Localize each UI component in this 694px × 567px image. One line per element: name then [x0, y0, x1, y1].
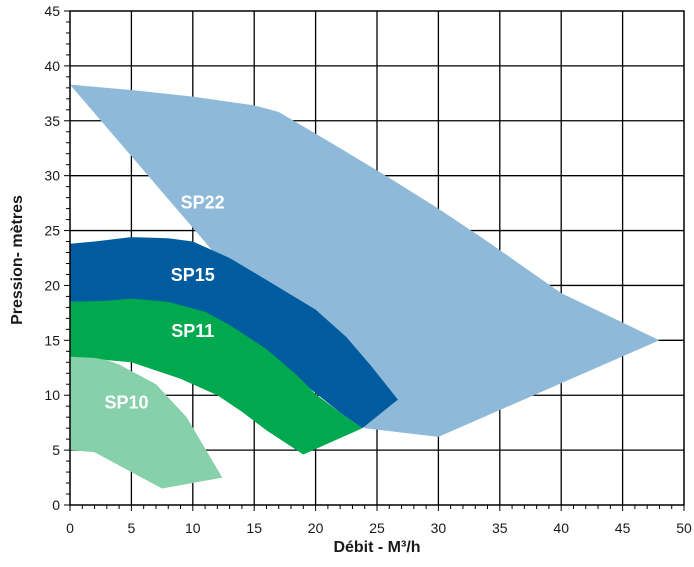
x-tick-label: 30 — [431, 520, 447, 536]
x-tick-label: 50 — [676, 520, 692, 536]
region-label-sp11: SP11 — [171, 321, 214, 341]
x-tick-label: 40 — [553, 520, 569, 536]
x-tick-label: 5 — [128, 520, 136, 536]
x-tick-label: 35 — [492, 520, 508, 536]
y-tick-label: 5 — [52, 442, 60, 458]
y-tick-label: 45 — [44, 3, 60, 19]
y-axis-title: Pression- mètres — [9, 195, 26, 325]
x-tick-label: 20 — [308, 520, 324, 536]
x-tick-label: 10 — [185, 520, 201, 536]
y-tick-label: 0 — [52, 497, 60, 513]
region-label-sp22: SP22 — [181, 193, 225, 213]
y-tick-label: 20 — [44, 277, 60, 293]
region-sp22 — [70, 84, 660, 437]
performance-areas — [70, 84, 660, 489]
x-tick-label: 25 — [369, 520, 385, 536]
axis-ticks: 0 5 10 15 20 25 30 35 40 45 50 0 5 10 15 20 25 30 35 40 45 — [44, 3, 692, 536]
x-tick-label: 45 — [615, 520, 631, 536]
y-tick-label: 10 — [44, 387, 60, 403]
y-tick-label: 15 — [44, 332, 60, 348]
region-labels: SP22 SP15 SP11 SP10 — [104, 193, 224, 413]
y-tick-label: 25 — [44, 223, 60, 239]
y-tick-label: 40 — [44, 58, 60, 74]
region-sp11 — [70, 298, 363, 455]
region-label-sp15: SP15 — [171, 265, 215, 285]
x-tick-label: 15 — [246, 520, 262, 536]
y-tick-label: 30 — [44, 168, 60, 184]
y-tick-label: 35 — [44, 113, 60, 129]
x-tick-label: 0 — [66, 520, 74, 536]
x-axis-title: Débit - M³/h — [333, 539, 420, 556]
region-label-sp10: SP10 — [104, 392, 148, 412]
region-sp10 — [70, 356, 223, 489]
